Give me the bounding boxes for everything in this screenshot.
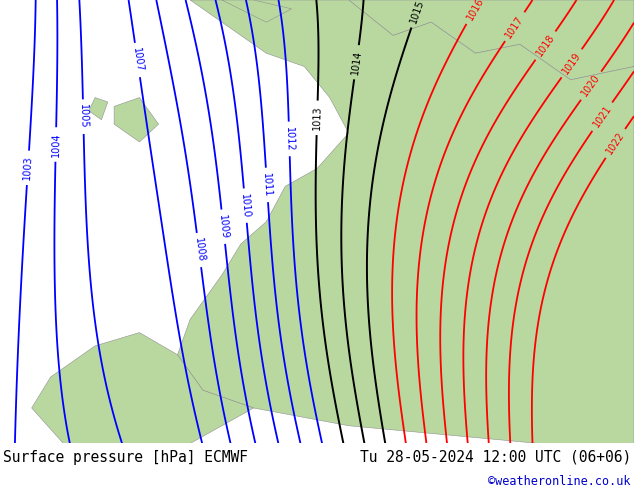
Text: 1019: 1019	[560, 50, 583, 76]
Text: 1014: 1014	[350, 49, 363, 75]
Text: 1012: 1012	[284, 126, 295, 151]
Polygon shape	[178, 0, 634, 443]
Text: 1016: 1016	[465, 0, 486, 22]
Text: 1015: 1015	[408, 0, 426, 24]
Polygon shape	[349, 0, 634, 80]
Text: 1010: 1010	[239, 193, 251, 218]
Text: 1009: 1009	[217, 214, 230, 240]
Polygon shape	[89, 98, 108, 120]
Text: 1004: 1004	[51, 132, 61, 157]
Polygon shape	[222, 0, 292, 22]
Text: 1022: 1022	[604, 130, 626, 156]
Text: ©weatheronline.co.uk: ©weatheronline.co.uk	[488, 475, 631, 488]
Text: 1021: 1021	[591, 104, 613, 129]
Text: Surface pressure [hPa] ECMWF: Surface pressure [hPa] ECMWF	[3, 450, 248, 465]
Text: 1011: 1011	[261, 172, 273, 197]
Text: 1007: 1007	[131, 47, 144, 73]
Polygon shape	[114, 98, 158, 142]
Text: 1018: 1018	[534, 33, 557, 58]
Polygon shape	[32, 333, 254, 443]
Text: 1017: 1017	[504, 14, 526, 40]
Text: Tu 28-05-2024 12:00 UTC (06+06): Tu 28-05-2024 12:00 UTC (06+06)	[359, 450, 631, 465]
Text: 1008: 1008	[193, 237, 205, 263]
Text: 1005: 1005	[78, 104, 89, 129]
Text: 1020: 1020	[580, 73, 602, 98]
Text: 1013: 1013	[312, 105, 323, 130]
Text: 1003: 1003	[22, 155, 34, 180]
